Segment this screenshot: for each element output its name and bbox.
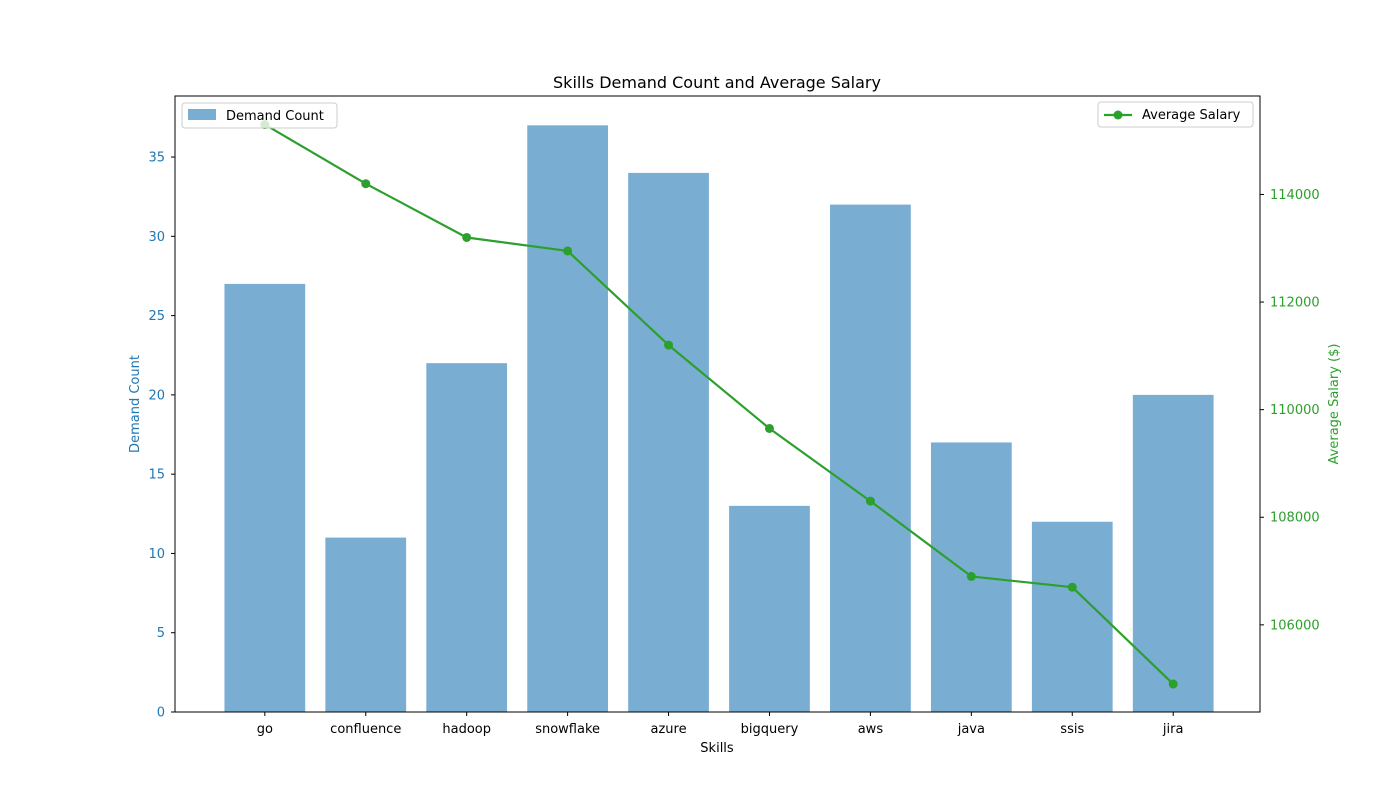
- x-tick-label-confluence: confluence: [330, 722, 401, 737]
- bar-hadoop: [426, 363, 508, 712]
- x-tick-label-java: java: [957, 722, 985, 737]
- salary-point-aws: [865, 496, 875, 506]
- x-tick-label-ssis: ssis: [1060, 722, 1084, 737]
- bar-ssis: [1031, 521, 1113, 712]
- legend-average-salary-box: [1097, 101, 1254, 128]
- x-tick-label-aws: aws: [858, 722, 884, 737]
- salary-point-hadoop: [462, 232, 472, 242]
- bar-jira: [1132, 394, 1214, 712]
- bar-bigquery: [729, 505, 810, 712]
- bar-snowflake: [527, 125, 608, 712]
- salary-point-bigquery: [764, 423, 774, 433]
- bars-layer: [224, 125, 1214, 713]
- plot-frame: [174, 95, 1261, 713]
- right-y-tick-label: 108000: [1270, 511, 1320, 526]
- right-y-axis-label: Average Salary ($): [1327, 344, 1342, 465]
- left-y-tick-label: 30: [148, 230, 165, 245]
- x-axis: go confluence hadoop snowflake azure bigquery…: [257, 712, 1184, 737]
- legend-average-salary-label: Average Salary: [1142, 108, 1241, 123]
- x-tick-label-go: go: [257, 722, 273, 737]
- legend-demand-count: Demand Count: [181, 102, 338, 129]
- bar-aws: [830, 204, 911, 713]
- bar-confluence: [325, 537, 407, 712]
- x-tick-label-jira: jira: [1162, 722, 1184, 737]
- legend-average-salary: Average Salary: [1097, 101, 1254, 128]
- bar-azure: [628, 172, 709, 712]
- legend-demand-count-swatch: [188, 109, 216, 120]
- salary-point-jira: [1168, 679, 1178, 689]
- left-y-tick-label: 25: [148, 309, 165, 324]
- bar-go: [224, 283, 306, 712]
- left-y-tick-label: 35: [148, 151, 165, 166]
- salary-point-snowflake: [563, 246, 573, 256]
- legend-average-salary-marker: [1113, 110, 1123, 120]
- x-tick-label-hadoop: hadoop: [442, 722, 491, 737]
- salary-point-azure: [664, 340, 674, 350]
- left-y-tick-label: 15: [148, 468, 165, 483]
- salary-point-confluence: [361, 179, 371, 189]
- left-y-tick-label: 10: [148, 547, 165, 562]
- left-y-axis: 0 5 10 15 20 25 30 35: [148, 151, 175, 721]
- legend-demand-count-label: Demand Count: [226, 109, 324, 124]
- right-y-tick-label: 110000: [1270, 403, 1320, 418]
- left-y-tick-label: 0: [157, 706, 165, 721]
- salary-line: [264, 123, 1174, 685]
- left-y-tick-label: 20: [148, 388, 165, 403]
- right-y-tick-label: 112000: [1270, 296, 1320, 311]
- right-y-tick-label: 106000: [1270, 618, 1320, 633]
- x-axis-label: Skills: [700, 741, 734, 756]
- x-tick-label-bigquery: bigquery: [741, 722, 799, 737]
- left-y-tick-label: 5: [157, 626, 165, 641]
- left-y-axis-label: Demand Count: [128, 355, 143, 453]
- chart-title: Skills Demand Count and Average Salary: [553, 73, 881, 92]
- right-y-axis: 106000 108000 110000 112000 114000: [1260, 188, 1320, 633]
- salary-point-java: [966, 571, 976, 581]
- salary-point-ssis: [1067, 582, 1077, 592]
- right-y-tick-label: 114000: [1270, 188, 1320, 203]
- legend-demand-count-box: [181, 102, 338, 129]
- x-tick-label-azure: azure: [651, 722, 687, 737]
- x-tick-label-snowflake: snowflake: [535, 722, 600, 737]
